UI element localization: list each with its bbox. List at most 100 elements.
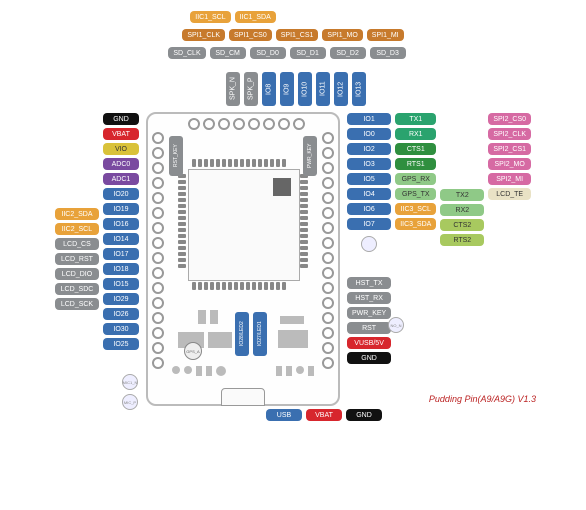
pin-hst-rx: HST_RX	[347, 292, 391, 304]
pin-spk-n: SPK_N	[226, 72, 240, 106]
pin-sd-d0: SD_D0	[250, 47, 286, 59]
pin-cts2: CTS2	[440, 219, 484, 231]
pin-io26: IO26	[103, 308, 139, 320]
pin-spi2-cs1: SPI2_CS1	[488, 143, 531, 155]
pin-io16: IO16	[103, 218, 139, 230]
pin-io6: IO6	[347, 203, 391, 215]
pin-gps-tx: GPS_TX	[395, 188, 436, 200]
pin-io7: IO7	[347, 218, 391, 230]
pin-sd-d3: SD_D3	[370, 47, 406, 59]
pin-spi2-clk: SPI2_CLK	[488, 128, 531, 140]
top-row-3: SD_CLKSD_CMSD_D0SD_D1SD_D2SD_D3	[167, 46, 406, 60]
pin-io20: IO20	[103, 188, 139, 200]
pin-adc0: ADC0	[103, 158, 139, 170]
pin-rst: RST	[347, 322, 391, 334]
pin-rx2: RX2	[440, 204, 484, 216]
pin-io8: IO8	[262, 72, 276, 106]
no-n-pad: NO_N	[386, 315, 406, 335]
pin-io15: IO15	[103, 278, 139, 290]
pin-io14: IO14	[103, 233, 139, 245]
pin-io5: IO5	[347, 173, 391, 185]
left-header	[152, 132, 164, 369]
pin-iic3-sda: IIC3_SDA	[395, 218, 436, 230]
pin-spi2-cs0: SPI2_CS0	[488, 113, 531, 125]
pin-gps-rx: GPS_RX	[395, 173, 436, 185]
pin-rts1: RTS1	[395, 158, 436, 170]
top-row-2: SPI1_CLKSPI1_CS0SPI1_CS1SPI1_MOSPI1_MI	[181, 28, 404, 42]
pin-io3: IO3	[347, 158, 391, 170]
mid-zone: IIC2_SDAIIC2_SCLLCD_CSLCD_RSTLCD_DIOLCD_…	[10, 112, 576, 406]
pin-sd-d2: SD_D2	[330, 47, 366, 59]
pin-io1: IO1	[347, 113, 391, 125]
pin-vbat: VBAT	[103, 128, 139, 140]
pin-io0: IO0	[347, 128, 391, 140]
pin-io10: IO10	[298, 72, 312, 106]
right-col-3: TX2 RX2 CTS2 RTS2	[439, 112, 485, 247]
pin-tx2: TX2	[440, 189, 484, 201]
pin-spi1-cs1: SPI1_CS1	[276, 29, 319, 41]
top-row-1: IIC1_SCL IIC1_SDA	[189, 10, 276, 24]
left-outer-col: IIC2_SDAIIC2_SCLLCD_CSLCD_RSTLCD_DIOLCD_…	[54, 112, 100, 311]
board-pwr-key: PWR_KEY	[303, 136, 317, 176]
gps-ant-pad: GPS_A	[184, 342, 202, 360]
left-columns: IIC2_SDAIIC2_SCLLCD_CSLCD_RSTLCD_DIOLCD_…	[54, 112, 140, 351]
chip	[188, 169, 300, 281]
pin-io17: IO17	[103, 248, 139, 260]
pin-io4: IO4	[347, 188, 391, 200]
pin-usb: USB	[266, 409, 302, 421]
top-header	[188, 118, 305, 130]
pin-spi1-cs0: SPI1_CS0	[229, 29, 272, 41]
pin-lcd-rst: LCD_RST	[55, 253, 99, 265]
pin-hst-tx: HST_TX	[347, 277, 391, 289]
pin-iic1-sda: IIC1_SDA	[235, 11, 276, 23]
pin-lcd-dio: LCD_DIO	[55, 268, 99, 280]
left-inner-col: GND VBAT VIO ADC0 ADC1 IO20 IO19 IO16 IO14 IO17 IO…	[102, 112, 140, 351]
mic2-pad: MIC_P	[122, 394, 138, 410]
bottom-row: USBVBATGND	[10, 408, 576, 424]
mic-pads: MIC1_N MIC_P	[120, 372, 140, 412]
pin-lcd-cs: LCD_CS	[55, 238, 99, 250]
mic1-pad: MIC1_N	[122, 374, 138, 390]
pin-io2: IO2	[347, 143, 391, 155]
pin-sd-cm: SD_CM	[210, 47, 246, 59]
board-outline: RST_KEY PWR_KEY IO28/LED2 IO27/LED1 GPS_…	[146, 112, 340, 406]
pin-lcd-te: LCD_TE	[488, 188, 531, 200]
pin-io9: IO9	[280, 72, 294, 106]
pin-io13: IO13	[352, 72, 366, 106]
pin-io19: IO19	[103, 203, 139, 215]
pin-adc1: ADC1	[103, 173, 139, 185]
pin-io18: IO18	[103, 263, 139, 275]
pin-iic2-scl: IIC2_SCL	[55, 223, 99, 235]
pin-pwr-key: PWR_KEY	[347, 307, 391, 319]
board-io28: IO28/LED2	[235, 312, 249, 356]
top-section: IIC1_SCL IIC1_SDA SPI1_CLK SPI1_CS0 SPI1_CS…	[10, 10, 576, 108]
pin-vusb-5v: VUSB/5V	[347, 337, 391, 349]
pin-spi2-mi: SPI2_MI	[488, 173, 531, 185]
usb-port	[221, 388, 265, 406]
board-rst-key: RST_KEY	[169, 136, 183, 176]
pin-vio: VIO	[103, 143, 139, 155]
board-io27: IO27/LED1	[253, 312, 267, 356]
pin-gnd: GND	[103, 113, 139, 125]
right-col-4: SPI2_CS0 SPI2_CLK SPI2_CS1 SPI2_MO SPI2_MI LC…	[487, 112, 532, 201]
pin-vbat: VBAT	[306, 409, 342, 421]
pin-sd-d1: SD_D1	[290, 47, 326, 59]
pin-spi2-mo: SPI2_MO	[488, 158, 531, 170]
pin-lcd-sck: LCD_SCK	[55, 298, 99, 310]
caption: Pudding Pin(A9/A9G) V1.3	[429, 394, 536, 404]
right-header	[322, 132, 334, 369]
pin-lcd-sdc: LCD_SDC	[55, 283, 99, 295]
pin-iic1-scl: IIC1_SCL	[190, 11, 230, 23]
pin-io29: IO29	[103, 293, 139, 305]
pin-cts1: CTS1	[395, 143, 436, 155]
pin-gnd: GND	[347, 352, 391, 364]
pin-io11: IO11	[316, 72, 330, 106]
pin-spi1-clk: SPI1_CLK	[182, 29, 225, 41]
pin-spk-p: SPK_P	[244, 72, 258, 106]
pin-io12: IO12	[334, 72, 348, 106]
pin-io25: IO25	[103, 338, 139, 350]
right-col-2: TX1RX1CTS1RTS1GPS_RXGPS_TXIIC3_SCLIIC3_S…	[394, 112, 437, 231]
pin-spi1-mi: SPI1_MI	[367, 29, 404, 41]
right-columns: IO1 IO0 IO2 IO3 IO5 IO4 IO6 IO7 HST_TX HST_RX PWR_…	[346, 112, 532, 365]
pin-rts2: RTS2	[440, 234, 484, 246]
